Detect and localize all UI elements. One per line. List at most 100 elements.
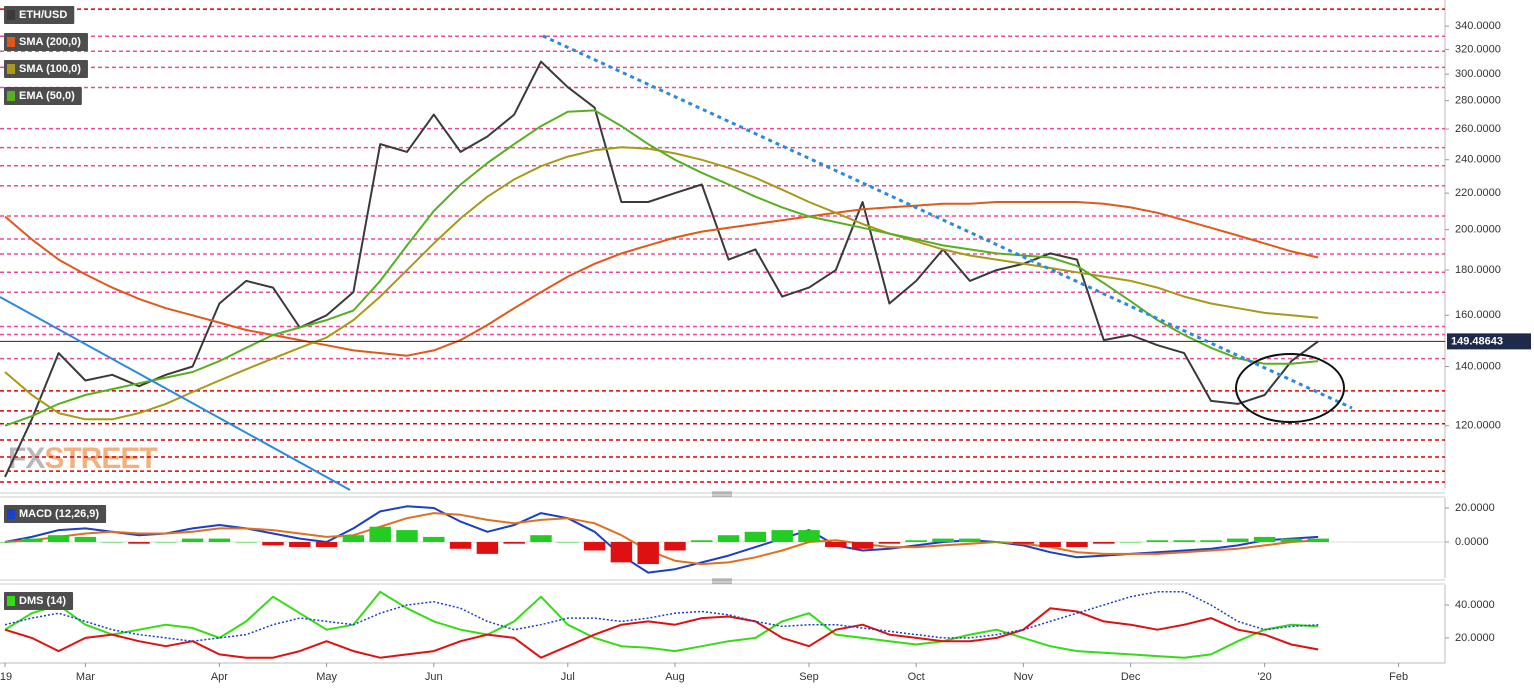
legend-label: SMA (200,0) (19, 36, 81, 48)
y-tick-label: 340.0000 (1455, 20, 1501, 32)
x-tick-label: Apr (211, 671, 228, 683)
legend-label: DMS (14) (19, 595, 66, 607)
series-line (4, 109, 1319, 427)
histogram-bar (932, 538, 954, 542)
histogram-bar (74, 536, 97, 542)
histogram-bar (1066, 541, 1088, 548)
y-tick-label: 220.0000 (1455, 187, 1501, 199)
series-line (4, 590, 1319, 659)
x-tick-label: Mar (76, 671, 95, 683)
series-line (4, 607, 1319, 659)
x-tick-label: Dec (1121, 671, 1141, 683)
y-tick-label: 260.0000 (1455, 123, 1501, 135)
histogram-bar (235, 541, 257, 543)
histogram-bar (289, 541, 311, 548)
histogram-bar (155, 541, 177, 543)
y-tick-label: 160.0000 (1455, 309, 1501, 321)
histogram-bar (128, 541, 150, 544)
histogram-bar (825, 541, 847, 548)
y-tick-label: 180.0000 (1455, 264, 1501, 276)
histogram-bar (1119, 541, 1142, 543)
histogram-bar (369, 526, 391, 542)
plot-area: 120.0000 140.0000 160.0000 180.0000 200.0000… (0, 0, 1501, 683)
x-tick-label: '19 (0, 671, 12, 683)
histogram-bar (851, 541, 874, 549)
histogram-bar (396, 530, 418, 542)
legend-badge (4, 87, 82, 105)
resize-grip[interactable] (712, 491, 732, 497)
histogram-bar (1227, 538, 1249, 542)
histogram-bar (1012, 541, 1035, 544)
watermark-street: STREET (44, 442, 157, 475)
histogram-bar (21, 538, 43, 542)
y-tick-label: 300.0000 (1455, 68, 1501, 80)
x-tick-label: Jun (425, 671, 443, 683)
histogram-bar (1173, 540, 1195, 542)
y-tick-label: 0.0000 (1455, 536, 1489, 548)
y-tick-label: 20.0000 (1455, 632, 1495, 644)
histogram-bar (342, 535, 365, 542)
histogram-bar (798, 530, 820, 542)
highlight-ellipse (1235, 353, 1345, 423)
histogram-bar (557, 541, 579, 543)
series-line (4, 505, 1319, 574)
legend-swatch (7, 64, 15, 74)
histogram-bar (610, 541, 633, 563)
overlay: 149.48643 ETH/USD SMA (200,0) SMA (100,0) EM… (4, 6, 1531, 610)
histogram-bar (530, 535, 552, 542)
legend-badge (4, 33, 88, 51)
histogram-bar (476, 541, 499, 554)
legend-swatch (7, 10, 15, 20)
histogram-bar (637, 541, 659, 565)
legend-swatch (7, 596, 15, 606)
histogram-bar (449, 541, 472, 549)
histogram-bar (664, 541, 686, 551)
watermark: FXSTREET (8, 442, 157, 475)
legend-label: SMA (100,0) (19, 63, 81, 75)
y-tick-label: 120.0000 (1455, 420, 1501, 432)
trendline (0, 296, 351, 491)
histogram-bar (423, 536, 445, 542)
histogram-bar (1146, 540, 1169, 542)
legend-swatch (7, 91, 15, 101)
y-tick-label: 280.0000 (1455, 95, 1501, 107)
y-tick-label: 240.0000 (1455, 154, 1501, 166)
y-tick-label: 140.0000 (1455, 360, 1501, 372)
legend-badge (4, 60, 88, 78)
x-tick-label: Nov (1014, 671, 1034, 683)
x-tick-label: May (316, 671, 337, 683)
histogram-bar (985, 541, 1008, 543)
y-tick-label: 200.0000 (1455, 224, 1501, 236)
histogram-bar (717, 535, 740, 542)
x-tick-label: '20 (1257, 671, 1271, 683)
histogram-bar (208, 538, 231, 542)
series-line (4, 512, 1319, 566)
histogram-bar (878, 541, 901, 544)
histogram-bar (1039, 541, 1061, 548)
histogram-bar (181, 538, 204, 542)
histogram-bar (47, 535, 70, 542)
histogram-bar (503, 541, 525, 544)
y-tick-label: 40.0000 (1455, 599, 1495, 611)
legend-badge (4, 505, 107, 523)
histogram-bar (1093, 541, 1115, 544)
series-line (4, 60, 1319, 478)
legend-label: ETH/USD (19, 9, 67, 21)
histogram-bar (771, 530, 793, 542)
last-price-label: 149.48643 (1451, 335, 1503, 347)
legend-label: EMA (50,0) (19, 90, 75, 102)
y-tick-label: 320.0000 (1455, 43, 1501, 55)
legend-label: MACD (12,26,9) (19, 508, 99, 520)
legend-badge (4, 592, 74, 610)
histogram-bar (1253, 536, 1276, 542)
x-tick-label: Feb (1389, 671, 1408, 683)
last-price-badge (1447, 333, 1531, 350)
legend-swatch (7, 509, 15, 519)
resize-grip[interactable] (712, 578, 732, 584)
x-tick-label: Aug (665, 671, 685, 683)
legend-swatch (7, 37, 15, 47)
x-tick-label: Sep (799, 671, 819, 683)
x-tick-label: Oct (908, 671, 925, 683)
histogram-bar (262, 541, 284, 546)
